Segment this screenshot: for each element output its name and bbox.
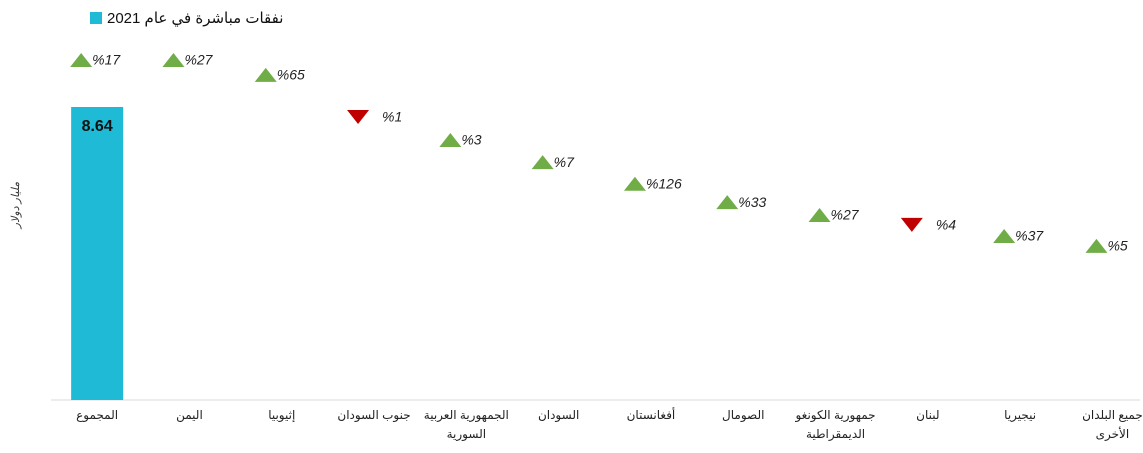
x-tick-label: جميع البلدان الأخرى: [1082, 408, 1143, 441]
x-tick-label: الصومال: [722, 408, 765, 422]
hidden-segment: [348, 164, 400, 187]
bar: [71, 107, 124, 400]
x-tick-label: اليمن: [176, 408, 203, 422]
up-marker: [439, 133, 462, 148]
hidden-segment: [256, 122, 308, 164]
x-tick-label: لبنان: [916, 408, 940, 422]
down-marker: [900, 217, 923, 232]
x-tick-label: السودان: [537, 408, 580, 422]
legend-label: نفقات مباشرة في عام 2021: [107, 10, 284, 27]
hidden-segment: [625, 231, 677, 249]
up-marker: [808, 207, 831, 222]
hidden-segment: [163, 107, 215, 122]
up-marker: [254, 67, 277, 82]
legend-swatch: [90, 12, 102, 24]
change-label: %27: [831, 207, 860, 223]
up-marker: [162, 53, 185, 67]
change-label: %4: [936, 217, 956, 233]
hidden-segment: [902, 272, 954, 283]
x-tick-label: أفغانستان: [626, 408, 676, 422]
change-label: %1: [382, 109, 402, 125]
hidden-segment: [810, 262, 862, 272]
down-marker: [347, 109, 370, 124]
legend: نفقات مباشرة في عام 2021: [90, 9, 283, 27]
x-tick-label: إثيوبيا: [268, 408, 296, 422]
hidden-segment: [994, 283, 1046, 293]
change-label: %27: [184, 52, 213, 68]
change-label: %126: [646, 175, 682, 191]
hidden-segment: [1086, 293, 1138, 400]
y-axis-label: مليار دولار: [10, 182, 22, 230]
hidden-segment: [440, 187, 492, 209]
change-label: %17: [92, 52, 121, 68]
change-label: %5: [1107, 238, 1127, 254]
change-label: %7: [554, 154, 575, 170]
change-label: %65: [277, 67, 305, 83]
x-tick-label: جمهورية الكونغو الديمقراطية: [795, 408, 876, 441]
up-marker: [623, 176, 646, 191]
up-marker: [531, 155, 554, 170]
x-tick-label: المجموع: [76, 408, 119, 422]
hidden-segment: [717, 249, 769, 262]
change-label: %37: [1015, 228, 1044, 244]
change-label: %3: [461, 132, 481, 148]
x-tick-label: نيجيريا: [1004, 408, 1037, 422]
up-marker: [70, 53, 93, 67]
change-label: %33: [738, 194, 766, 210]
up-marker: [1085, 238, 1108, 253]
up-marker: [993, 229, 1016, 244]
x-tick-label: الجمهورية العربية السورية: [423, 408, 509, 441]
hidden-segment: [533, 209, 585, 231]
bar-value-label: 8.64: [82, 118, 113, 135]
x-tick-label: جنوب السودان: [337, 408, 411, 422]
up-marker: [716, 195, 739, 210]
